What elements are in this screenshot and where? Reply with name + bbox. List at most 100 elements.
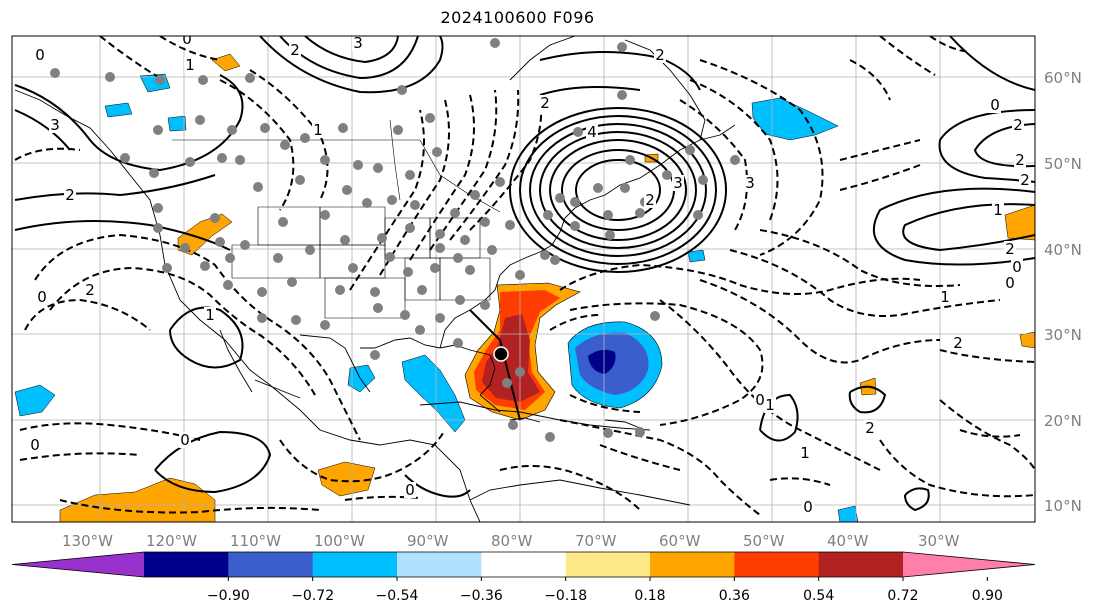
contour-label: 3	[745, 174, 755, 192]
lat-label: 10°N	[1044, 497, 1082, 515]
contour-label-bg	[204, 307, 216, 323]
colorbar-bin	[481, 552, 567, 577]
contour-label: 0	[1005, 274, 1015, 292]
longitude-axis: 130°W 120°W 110°W 100°W 90°W 80°W 70°W 6…	[62, 532, 960, 550]
colorbar-extend-low	[12, 552, 144, 577]
contour-label-bg	[1004, 241, 1016, 257]
contour-label: 0	[35, 46, 45, 64]
latitude-axis: 60°N 50°N 40°N 30°N 20°N 10°N	[1044, 69, 1082, 515]
contour-label: 0	[37, 288, 47, 306]
contour-label-bg	[754, 392, 766, 408]
lon-label: 80°W	[491, 532, 533, 550]
contour-label: 1	[993, 201, 1003, 219]
contour-label: 2	[540, 94, 550, 112]
contour-label: 3	[50, 116, 60, 134]
contour-label-bg	[992, 202, 1004, 218]
colorbar-tick-label: −0.90	[207, 588, 250, 604]
lon-label: 60°W	[659, 532, 701, 550]
contour-label: 1	[800, 444, 810, 462]
contour-label: 0	[182, 30, 192, 48]
contour-label-bg	[1011, 259, 1023, 275]
contour-label: 2	[655, 46, 665, 64]
contour-label-bg	[36, 289, 48, 305]
contour-label: 1	[185, 56, 195, 74]
lat-label: 20°N	[1044, 412, 1082, 430]
colorbar-tick-label: 0.90	[972, 588, 1003, 604]
colorbar-tick-labels: −0.90 −0.72 −0.54 −0.36 −0.18 0.18 0.36 0.54 0.7…	[207, 577, 1003, 604]
colorbar-bin	[565, 552, 651, 577]
contour-label: 3	[673, 174, 683, 192]
contour-label: 4	[587, 123, 597, 141]
contour-label: 2	[85, 281, 95, 299]
contour-label-bg	[586, 124, 598, 140]
contour-label-bg	[744, 175, 756, 191]
contour-label: 0	[405, 481, 415, 499]
lon-label: 30°W	[918, 532, 960, 550]
contour-label: 2	[645, 191, 655, 209]
map-border	[11, 35, 1036, 523]
contour-label: 1	[765, 396, 775, 414]
colorbar-tick-label: 0.54	[803, 588, 834, 604]
colorbar-bin	[734, 552, 820, 577]
colorbar-bin	[650, 552, 735, 577]
colorbar-tick-label: −0.36	[460, 588, 503, 604]
colorbar-tick-label: −0.18	[544, 588, 587, 604]
contour-label: 0	[990, 96, 1000, 114]
storm-center-marker	[493, 346, 509, 362]
contour-label: 2	[953, 334, 963, 352]
observation-markers	[50, 38, 740, 442]
contour-label-bg	[654, 47, 666, 63]
lon-label: 120°W	[146, 532, 197, 550]
contour-label-bg	[864, 420, 876, 436]
contour-label: 2	[1013, 116, 1023, 134]
contour-label-bg	[289, 42, 301, 58]
colorbar	[11, 551, 1036, 578]
contour-label-bg	[802, 499, 814, 515]
colorbar-tick-label: −0.54	[376, 588, 419, 604]
contour-label-bg	[64, 187, 76, 203]
contour-label-bg	[644, 192, 656, 208]
lon-label: 100°W	[314, 532, 365, 550]
contour-label-bg	[1012, 117, 1024, 133]
lon-label: 70°W	[575, 532, 617, 550]
colorbar-bin	[228, 552, 314, 577]
lat-label: 40°N	[1044, 241, 1082, 259]
contour-label: 2	[290, 41, 300, 59]
contour-label: 2	[1005, 240, 1015, 258]
contour-label: 1	[940, 288, 950, 306]
contour-label: 0	[803, 498, 813, 516]
colorbar-tick-label: 0.72	[887, 588, 918, 604]
contour-label-bg	[29, 437, 41, 453]
contour-label-bg	[989, 97, 1001, 113]
contour-label-bg	[312, 122, 324, 138]
contour-label: 1	[313, 121, 323, 139]
contour-label-bg	[672, 175, 684, 191]
lat-label: 60°N	[1044, 69, 1082, 87]
contour-label: 0	[30, 436, 40, 454]
lon-label: 40°W	[827, 532, 869, 550]
contour-label-bg	[1014, 152, 1026, 168]
contour-label: 0	[1012, 258, 1022, 276]
lat-label: 30°N	[1044, 326, 1082, 344]
contour-label-bg	[1004, 275, 1016, 291]
lon-label: 50°W	[743, 532, 785, 550]
contour-label-bg	[34, 47, 46, 63]
contour-label-bg	[764, 397, 776, 413]
contour-label-bg	[49, 117, 61, 133]
colorbar-bin	[312, 552, 398, 577]
contour-label: 2	[1015, 151, 1025, 169]
negative-anomaly-core	[588, 349, 616, 374]
dashed-contours	[14, 36, 1035, 516]
contour-label-bg	[404, 482, 416, 498]
colorbar-extend-high	[903, 552, 1035, 577]
contour-label-bg	[799, 445, 811, 461]
contour-label-bg	[939, 289, 951, 305]
contour-label: 0	[755, 391, 765, 409]
colorbar-bin	[397, 552, 482, 577]
contour-label-bg	[181, 36, 193, 47]
lon-label: 90°W	[407, 532, 449, 550]
contour-label: 2	[1020, 171, 1030, 189]
contour-label-bg	[539, 95, 551, 111]
